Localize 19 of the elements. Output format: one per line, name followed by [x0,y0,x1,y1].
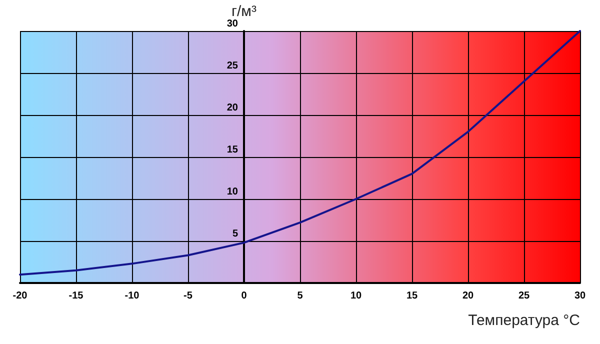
x-tick-label: 10 [350,290,362,302]
x-tick-label: -5 [184,290,193,302]
y-tick-label: 25 [226,60,238,72]
x-tick-label: 15 [406,290,418,302]
y-tick-label: 10 [226,186,238,198]
x-tick-label: 20 [462,290,474,302]
x-tick-label: 30 [574,290,586,302]
x-tick-label: 25 [518,290,530,302]
x-tick-label: 0 [241,290,248,302]
y-axis-title: г/м³ [232,3,256,20]
x-tick-label: -20 [12,290,28,302]
y-tick-label: 20 [226,102,238,114]
x-axis-title: Температура °C [468,312,580,329]
x-tick-label: -10 [124,290,140,302]
x-tick-label: 5 [297,290,304,302]
x-tick-label: -15 [68,290,84,302]
y-tick-label: 30 [226,18,238,30]
y-tick-label: 5 [232,228,238,240]
y-tick-label: 15 [226,144,238,156]
